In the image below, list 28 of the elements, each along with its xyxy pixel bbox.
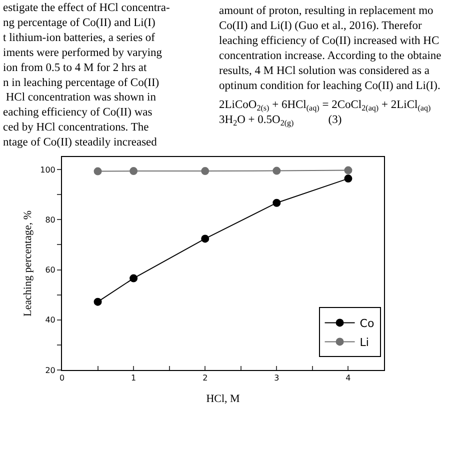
x-tick-label: 0 <box>59 374 65 383</box>
text: 3H$_{2}$O + 0.5O$_{2(g)}$ (3) <box>219 114 342 128</box>
y-tick-label: 100 <box>40 165 56 174</box>
text: 2LiCoO$_{2(s)}$ + 6HCl$_{(aq)}$ = 2CoCl$_{2(aq)}$ + 2LiCl$_{(aq)}$ <box>219 99 431 112</box>
point <box>130 274 138 282</box>
legend-label: Co <box>360 317 374 330</box>
point <box>344 174 352 183</box>
x-tick-label: 3 <box>274 374 280 383</box>
text: amount of proton, resulting in replacement mo Co(II) and Li(I) (Guo et al., 2016). Therefor leaching efficiency of Co(II) increased with HC concentration increase. According to the obtaine results, 4 M HCl solution was considered as a optinum condition for leaching Co(II) and Li(I). <box>219 5 442 92</box>
point <box>94 167 102 176</box>
x-tick-label: 4 <box>346 374 351 383</box>
point <box>344 166 352 174</box>
y-axis-title: Leaching percentage, % <box>22 210 34 316</box>
point <box>94 298 102 306</box>
x-axis-title: HCl, M <box>206 392 240 405</box>
y-tick-label: 60 <box>45 266 56 275</box>
point <box>272 198 281 207</box>
y-tick-label: 40 <box>45 316 56 325</box>
text: estigate the effect of HCl concentra- ng percentage of Co(II) and Li(I) t lithium-ion batteries, a series of iments were performed by varying ion from 0.5 to 4 M for 2 hrs at n in leaching percentage of Co(II) HCl concentration was shown in eaching efficiency of Co(II) was ced by HCl concentrations. The ntage of Co(II) steadily increased <box>3 2 170 149</box>
point <box>201 234 210 243</box>
x-tick-label: 1 <box>131 374 136 383</box>
y-tick-label: 80 <box>45 215 56 224</box>
point <box>130 167 138 176</box>
y-tick-label: 20 <box>45 366 56 375</box>
point <box>201 167 210 176</box>
x-tick-label: 2 <box>202 374 208 383</box>
legend-label: Li <box>360 336 369 350</box>
point <box>272 166 281 175</box>
